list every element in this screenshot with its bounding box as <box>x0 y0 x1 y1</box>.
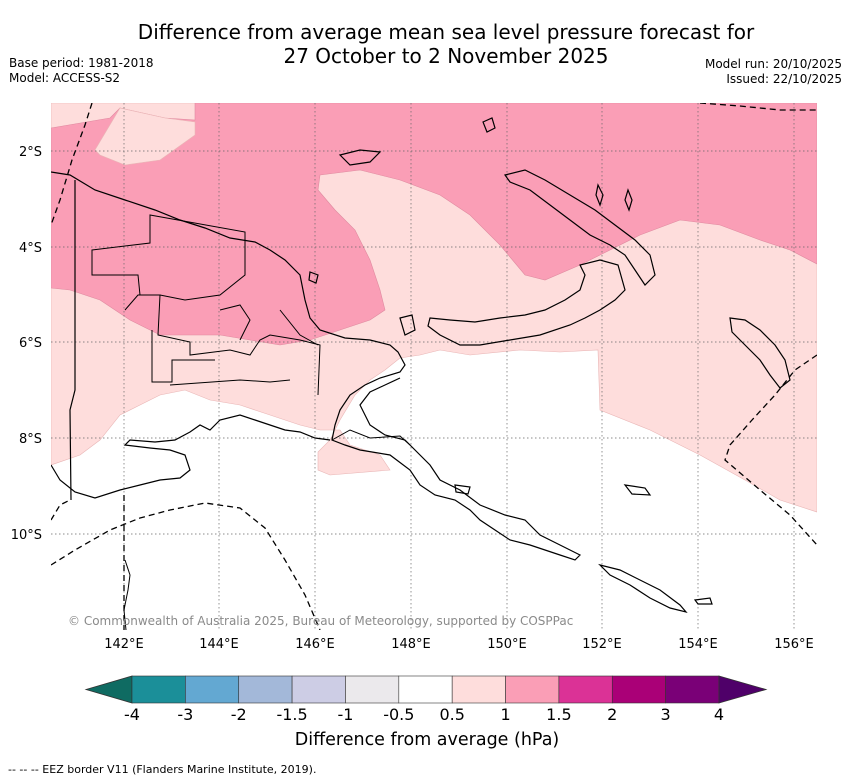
lon-label-154e: 154°E <box>678 637 718 652</box>
colorbar-tick-label: 1.5 <box>546 705 571 724</box>
lat-label-4s: 4°S <box>19 241 42 256</box>
colorbar-swatch <box>398 675 453 704</box>
lon-label-148e: 148°E <box>391 637 431 652</box>
model-run-text: Model run: 20/10/2025 <box>704 57 842 71</box>
colorbar-swatch <box>665 675 720 704</box>
eez-borders <box>51 103 817 630</box>
eez-footnote: -- -- -- EEZ border V11 (Flanders Marine… <box>8 763 317 776</box>
colorbar-swatch <box>558 675 613 704</box>
colorbar-min-arrow <box>84 675 133 704</box>
meta-left: Base period: 1981-2018 Model: ACCESS-S2 <box>9 56 154 86</box>
colorbar-tick-label: -4 <box>124 705 140 724</box>
lon-label-144e: 144°E <box>199 637 239 652</box>
colorbar-swatch <box>185 675 240 704</box>
chart-title: Difference from average mean sea level p… <box>0 20 850 68</box>
title-line-1: Difference from average mean sea level p… <box>137 20 755 44</box>
lon-label-142e: 142°E <box>104 637 144 652</box>
lat-label-8s: 8°S <box>19 432 42 447</box>
colorbar-tick-label: -3 <box>177 705 193 724</box>
colorbar-tick-label: -2 <box>231 705 247 724</box>
colorbar-tick-label: 3 <box>661 705 671 724</box>
lat-label-2s: 2°S <box>19 145 42 160</box>
lon-label-146e: 146°E <box>295 637 335 652</box>
colorbar-swatch <box>505 675 560 704</box>
colorbar-swatch <box>345 675 400 704</box>
coastlines <box>51 117 791 630</box>
colorbar: -4 -3 -2 -1.5 -1 -0.5 0.5 1 1.5 2 3 4 <box>84 675 768 724</box>
colorbar-swatch <box>131 675 186 704</box>
colorbar-tick-label: 0.5 <box>439 705 464 724</box>
colorbar-tick-label: 4 <box>714 705 724 724</box>
lat-label-6s: 6°S <box>19 336 42 351</box>
colorbar-title: Difference from average (hPa) <box>294 730 560 750</box>
colorbar-tick-label: -0.5 <box>383 705 414 724</box>
colorbar-tick-label: 1 <box>500 705 510 724</box>
colorbar-tick-label: -1 <box>337 705 353 724</box>
lat-label-10s: 10°S <box>11 528 42 543</box>
issued-text: Issued: 22/10/2025 <box>726 72 842 86</box>
colorbar-tick-label: 2 <box>607 705 617 724</box>
meta-right: Model run: 20/10/2025 Issued: 22/10/2025 <box>705 57 842 87</box>
colorbar-tick-label: -1.5 <box>276 705 307 724</box>
model-text: Model: ACCESS-S2 <box>9 71 121 85</box>
copyright-text: © Commonwealth of Australia 2025, Bureau… <box>68 614 574 628</box>
colorbar-swatch <box>451 675 506 704</box>
colorbar-swatch <box>611 675 666 704</box>
anomaly-region-pink <box>51 103 817 346</box>
title-line-2: 27 October to 2 November 2025 <box>283 44 609 68</box>
lon-label-150e: 150°E <box>487 637 527 652</box>
lon-label-152e: 152°E <box>582 637 622 652</box>
map-area <box>51 103 817 630</box>
base-period-text: Base period: 1981-2018 <box>9 56 154 70</box>
lon-label-156e: 156°E <box>774 637 814 652</box>
colorbar-swatch <box>291 675 346 704</box>
colorbar-max-arrow <box>718 675 768 704</box>
colorbar-swatch <box>238 675 293 704</box>
